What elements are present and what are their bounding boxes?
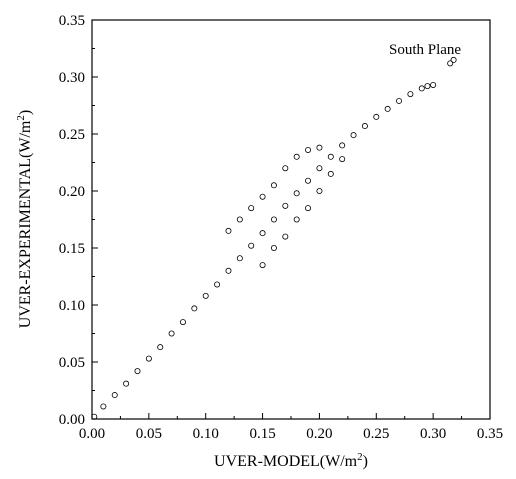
data-point bbox=[327, 170, 334, 177]
x-tick-label: 0.10 bbox=[193, 426, 219, 442]
data-point bbox=[293, 153, 300, 160]
x-tick-label: 0.00 bbox=[79, 426, 105, 442]
data-point bbox=[236, 216, 243, 223]
data-points bbox=[91, 56, 457, 420]
data-point bbox=[270, 216, 277, 223]
y-tick-label: 0.20 bbox=[59, 184, 85, 200]
data-point bbox=[259, 230, 266, 237]
data-point bbox=[396, 97, 403, 104]
data-point bbox=[248, 242, 255, 249]
y-tick-label: 0.10 bbox=[59, 298, 85, 314]
data-point bbox=[447, 60, 454, 67]
data-point bbox=[339, 156, 346, 163]
x-tick-label: 0.05 bbox=[136, 426, 162, 442]
y-tick-label: 0.05 bbox=[59, 355, 85, 371]
data-point bbox=[316, 165, 323, 172]
y-axis-ticks: 0.00 0.05 0.10 0.15 0.20 0.25 0.30 0.35 bbox=[59, 13, 98, 428]
data-point bbox=[282, 202, 289, 209]
data-point bbox=[259, 193, 266, 200]
data-point bbox=[179, 319, 186, 326]
data-point bbox=[134, 368, 141, 375]
data-point bbox=[305, 146, 312, 153]
data-point bbox=[202, 292, 209, 299]
data-point bbox=[339, 142, 346, 149]
y-tick-label: 0.25 bbox=[59, 127, 85, 143]
y-tick-label: 0.30 bbox=[59, 70, 85, 86]
y-tick-label: 0.15 bbox=[59, 241, 85, 257]
x-tick-label: 0.25 bbox=[363, 426, 389, 442]
data-point bbox=[316, 144, 323, 151]
x-tick-label: 0.30 bbox=[420, 426, 446, 442]
data-point bbox=[236, 255, 243, 262]
plot-annotation: South Plane bbox=[389, 42, 461, 58]
data-point bbox=[123, 380, 130, 387]
data-point bbox=[270, 182, 277, 189]
data-point bbox=[361, 123, 368, 130]
data-point bbox=[327, 153, 334, 160]
x-tick-label: 0.20 bbox=[306, 426, 332, 442]
data-point bbox=[259, 262, 266, 269]
data-point bbox=[450, 56, 457, 63]
y-tick-label: 0.00 bbox=[59, 412, 85, 428]
data-point bbox=[293, 190, 300, 197]
data-point bbox=[282, 233, 289, 240]
data-point bbox=[350, 132, 357, 139]
x-tick-label: 0.35 bbox=[477, 426, 503, 442]
data-point bbox=[111, 392, 118, 399]
data-point bbox=[100, 403, 107, 410]
data-point bbox=[145, 355, 152, 362]
data-point bbox=[270, 244, 277, 251]
data-point bbox=[373, 113, 380, 120]
data-point bbox=[305, 205, 312, 212]
data-point bbox=[225, 227, 232, 234]
data-point bbox=[225, 267, 232, 274]
data-point bbox=[293, 216, 300, 223]
y-tick-label: 0.35 bbox=[59, 13, 85, 29]
y-axis-title: UVER-EXPERIMENTAL(W/m2) bbox=[15, 110, 34, 328]
data-point bbox=[418, 85, 425, 92]
data-point bbox=[157, 344, 164, 351]
x-axis-title: UVER-MODEL(W/m2) bbox=[214, 451, 368, 470]
data-point bbox=[384, 105, 391, 112]
data-point bbox=[168, 330, 175, 337]
data-point bbox=[430, 81, 437, 88]
data-point bbox=[191, 305, 198, 312]
data-point bbox=[214, 281, 221, 288]
x-axis-ticks: 0.00 0.05 0.10 0.15 0.20 0.25 0.30 0.35 bbox=[79, 413, 503, 442]
data-point bbox=[316, 187, 323, 194]
data-point bbox=[424, 83, 431, 90]
data-point bbox=[282, 165, 289, 172]
x-tick-label: 0.15 bbox=[249, 426, 275, 442]
data-point bbox=[305, 177, 312, 184]
data-point bbox=[407, 91, 414, 98]
data-point bbox=[248, 205, 255, 212]
